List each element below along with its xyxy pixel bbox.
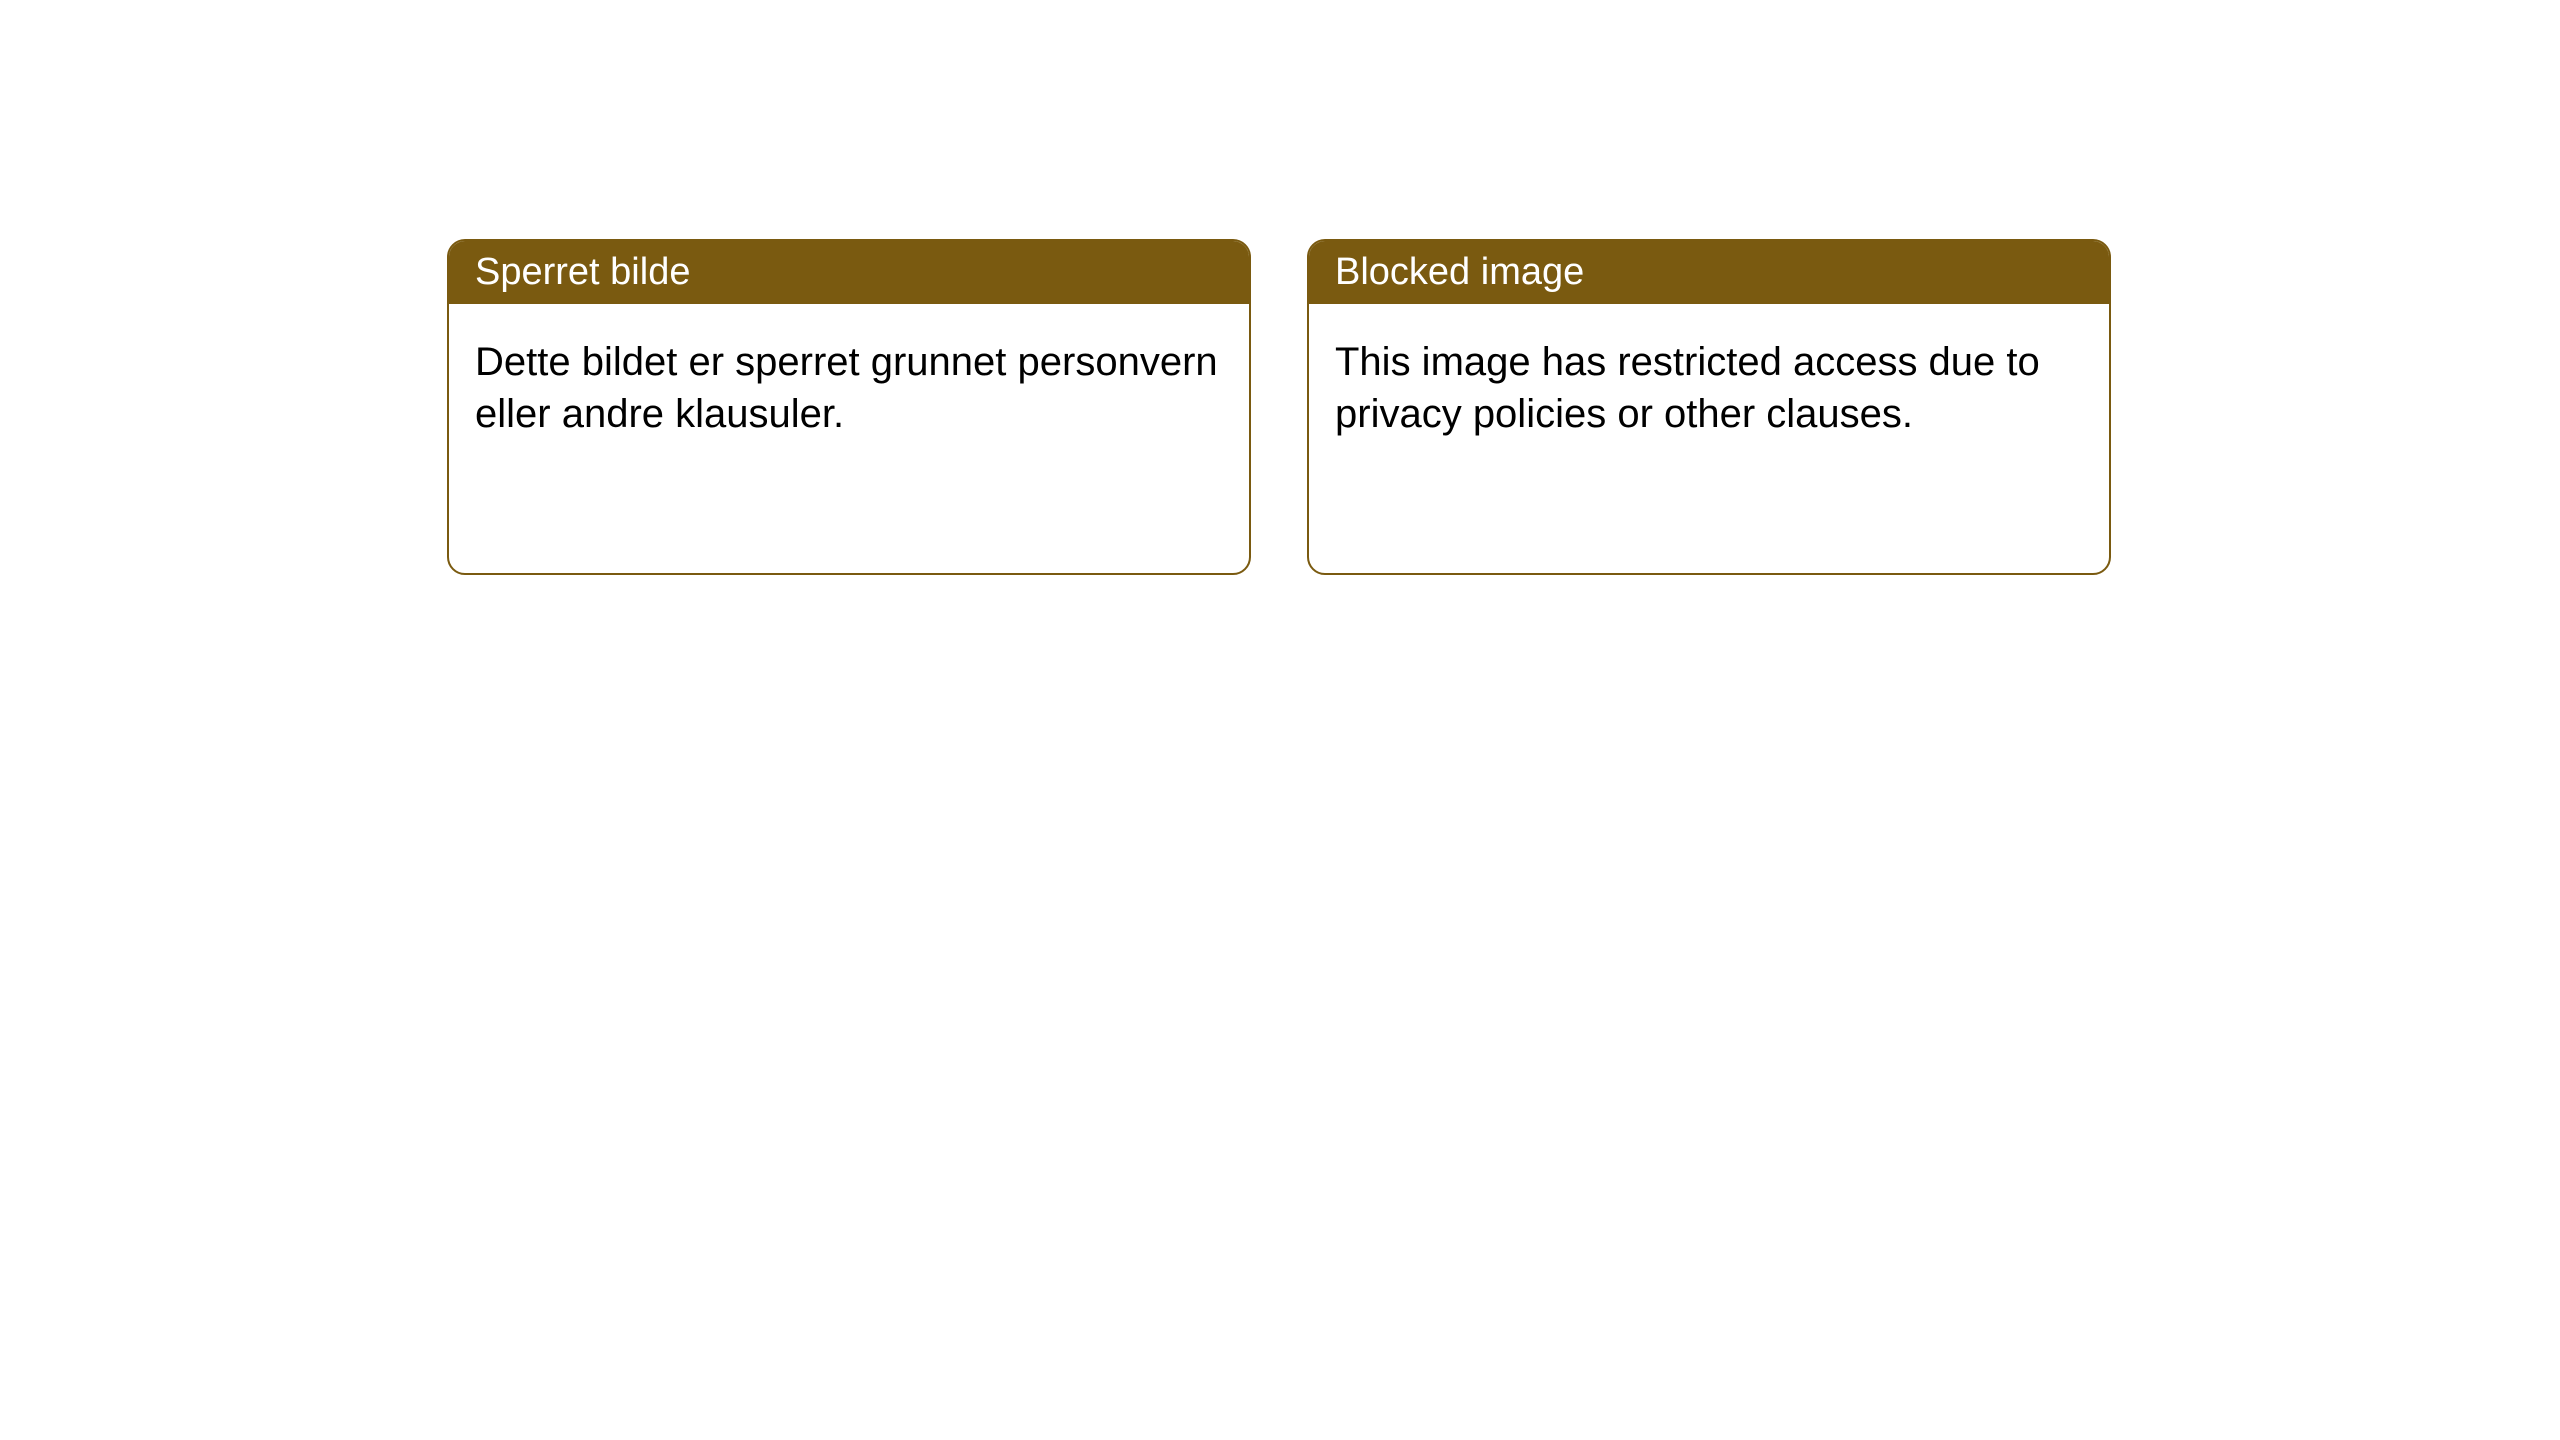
notice-container: Sperret bilde Dette bildet er sperret gr… (447, 239, 2111, 575)
notice-header: Blocked image (1309, 241, 2109, 304)
notice-body: Dette bildet er sperret grunnet personve… (449, 304, 1249, 472)
notice-header: Sperret bilde (449, 241, 1249, 304)
notice-card-norwegian: Sperret bilde Dette bildet er sperret gr… (447, 239, 1251, 575)
notice-body: This image has restricted access due to … (1309, 304, 2109, 472)
notice-card-english: Blocked image This image has restricted … (1307, 239, 2111, 575)
